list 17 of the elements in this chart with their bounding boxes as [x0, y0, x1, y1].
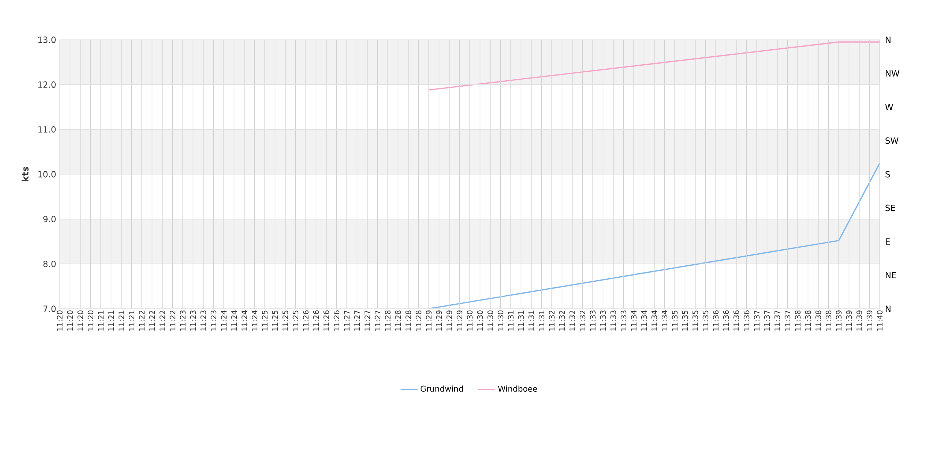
- text: N: [886, 306, 891, 312]
- text: S: [886, 171, 890, 178]
- text: W: [885, 104, 894, 110]
- y-tick-label: 9.0: [44, 216, 56, 223]
- y-tick-label: 13.0: [38, 36, 56, 44]
- y-tick-label: 11.0: [38, 126, 56, 133]
- y-axis-title: kts: [22, 167, 29, 182]
- text: NW: [886, 70, 900, 77]
- text: SW: [886, 138, 899, 144]
- text: SE: [886, 204, 896, 212]
- text: E: [886, 238, 890, 245]
- y-tick-label: 8.0: [44, 260, 56, 268]
- y-tick-label: 10.0: [38, 171, 56, 178]
- text: NE: [886, 272, 896, 278]
- y-tick-label: 12.0: [38, 82, 56, 88]
- y-tick-label: 7.0: [44, 306, 56, 312]
- text: N: [886, 36, 891, 44]
